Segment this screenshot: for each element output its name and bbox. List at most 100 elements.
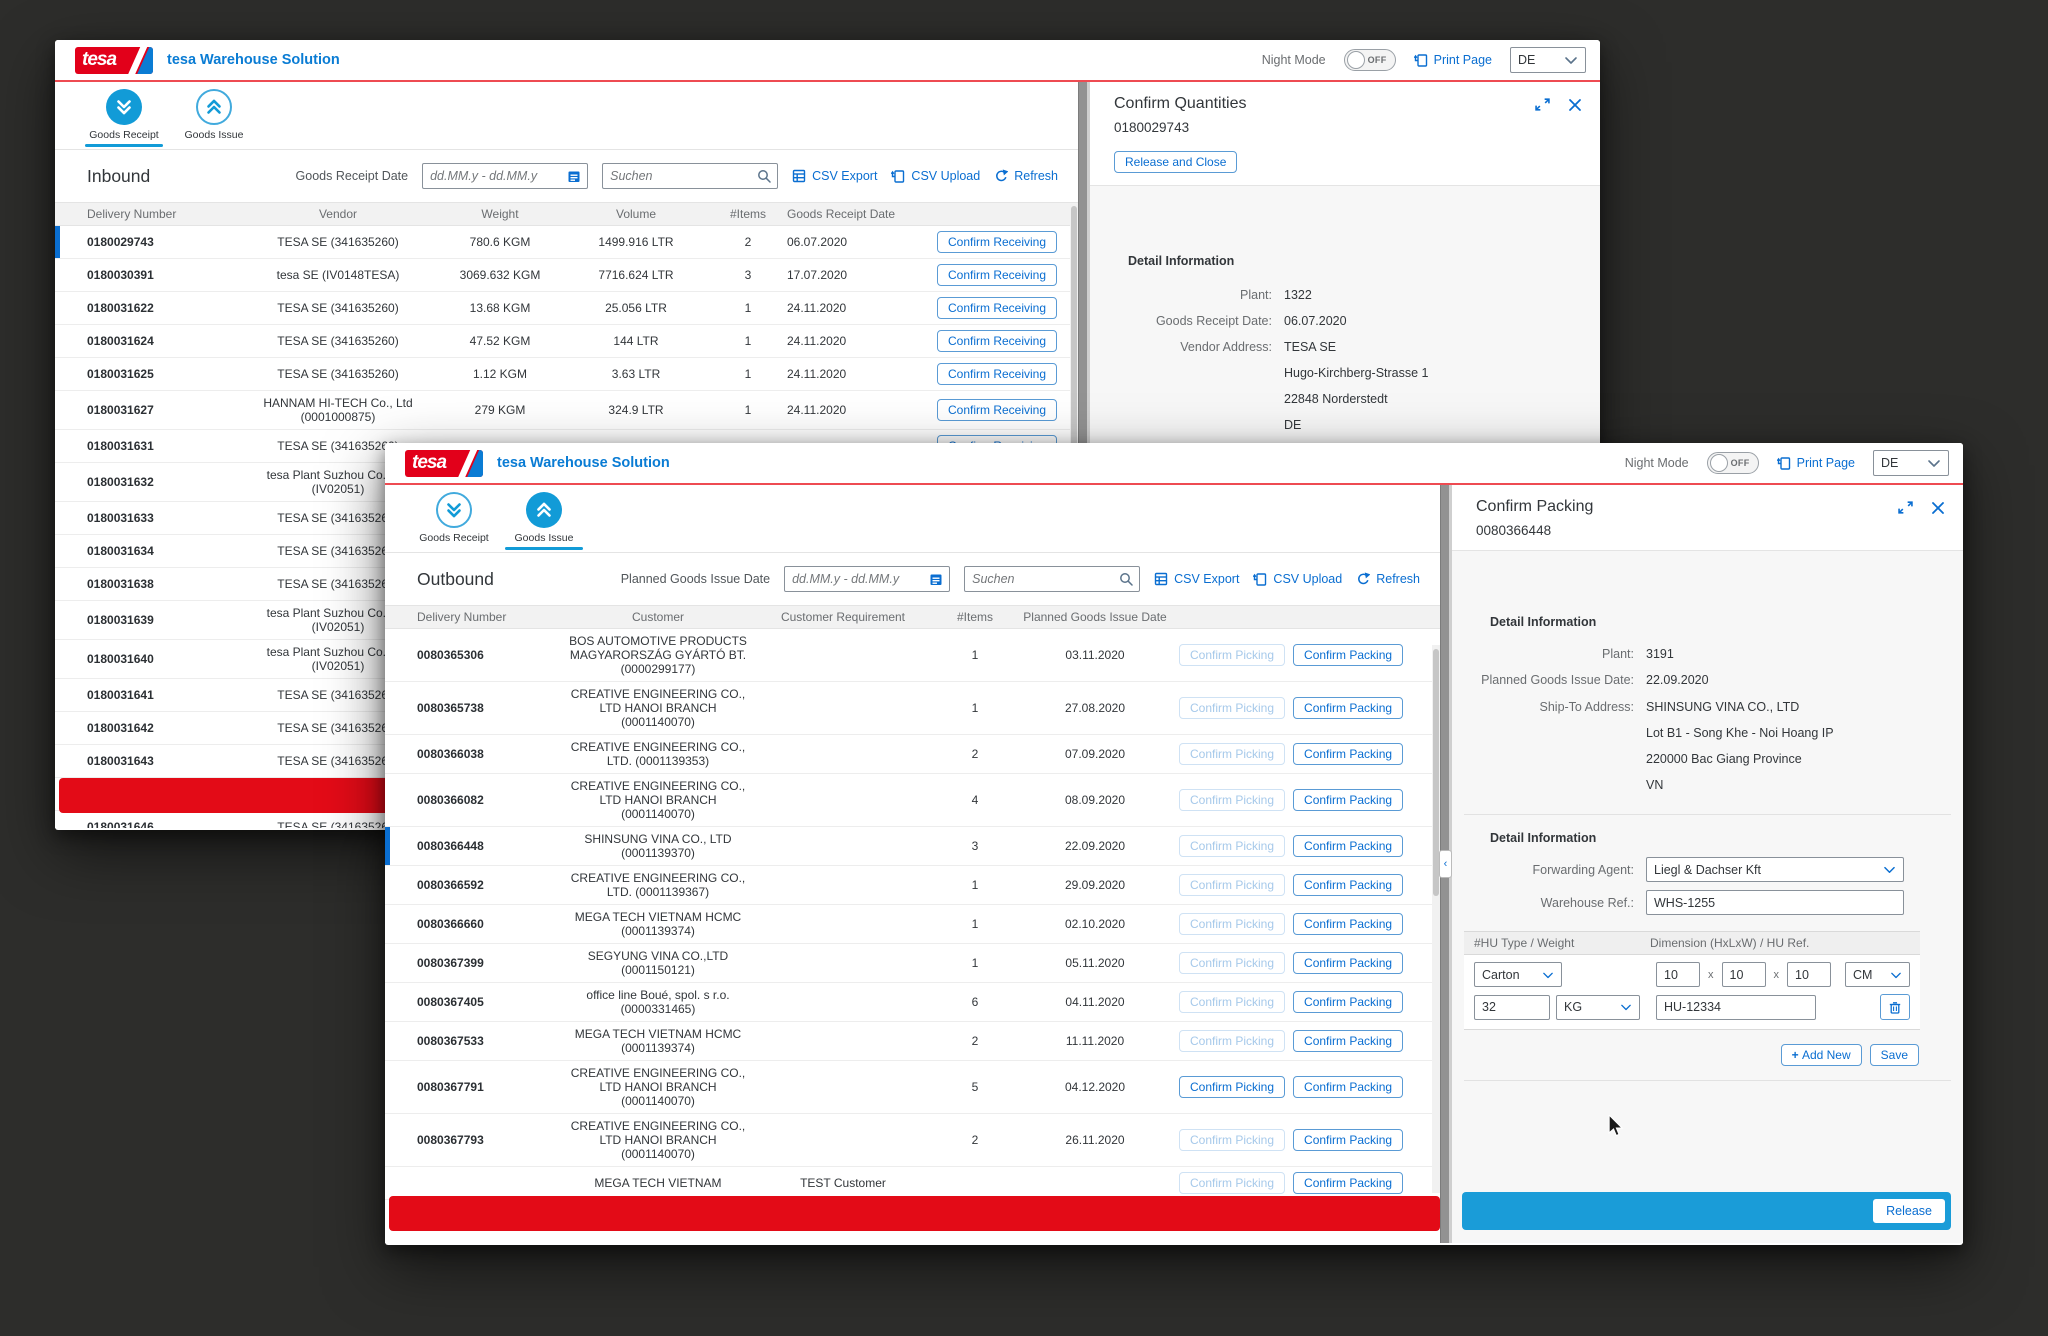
date-range-input[interactable] (784, 566, 951, 592)
confirm-packing-button[interactable]: Confirm Packing (1293, 1076, 1404, 1098)
dim-unit-select[interactable]: CM (1845, 962, 1910, 987)
confirm-picking-button[interactable]: Confirm Picking (1179, 789, 1286, 811)
confirm-packing-button[interactable]: Confirm Packing (1293, 697, 1404, 719)
weight-unit-select[interactable]: KG (1556, 994, 1640, 1020)
confirm-receiving-button[interactable]: Confirm Receiving (937, 363, 1058, 385)
print-page-button[interactable]: Print Page (1413, 53, 1492, 68)
confirm-packing-button[interactable]: Confirm Packing (1293, 913, 1404, 935)
expand-icon[interactable] (1898, 500, 1913, 515)
confirm-picking-button[interactable]: Confirm Picking (1179, 835, 1286, 857)
confirm-packing-button[interactable]: Confirm Packing (1293, 644, 1404, 666)
confirm-receiving-button[interactable]: Confirm Receiving (937, 297, 1058, 319)
confirm-picking-button[interactable]: Confirm Picking (1179, 1030, 1286, 1052)
confirm-receiving-button[interactable]: Confirm Receiving (937, 264, 1058, 286)
csv-upload-button[interactable]: CSV Upload (891, 169, 980, 184)
date-range-field[interactable] (785, 567, 930, 591)
table-row[interactable]: 0080366082 CREATIVE ENGINEERING CO., LTD… (385, 774, 1440, 827)
dim-h-input[interactable] (1656, 962, 1700, 987)
confirm-receiving-button[interactable]: Confirm Receiving (937, 399, 1058, 421)
confirm-picking-button[interactable]: Confirm Picking (1179, 913, 1286, 935)
table-row[interactable]: 0080366448 SHINSUNG VINA CO., LTD (00011… (385, 827, 1440, 866)
table-row[interactable]: 0080367791 CREATIVE ENGINEERING CO., LTD… (385, 1061, 1440, 1114)
hu-type-select[interactable]: Carton (1474, 962, 1562, 987)
hu-ref-input[interactable] (1656, 994, 1816, 1020)
table-row[interactable]: 0180029743 TESA SE (341635260) 780.6 KGM… (55, 226, 1078, 259)
date-range-field[interactable] (423, 164, 568, 188)
forwarding-agent-select[interactable]: Liegl & Dachser Kft (1646, 857, 1904, 882)
search-icon[interactable] (1119, 572, 1133, 586)
tab-goods-receipt[interactable]: Goods Receipt (415, 485, 493, 552)
confirm-picking-button[interactable]: Confirm Picking (1179, 1172, 1286, 1194)
table-row[interactable]: 0180031627 HANNAM HI-TECH Co., Ltd (0001… (55, 391, 1078, 430)
warehouse-ref-input[interactable] (1646, 890, 1904, 915)
search-icon[interactable] (757, 169, 771, 183)
night-mode-toggle[interactable]: OFF (1706, 452, 1759, 474)
table-row[interactable]: 0080367405 office line Boué, spol. s r.o… (385, 983, 1440, 1022)
release-and-close-button[interactable]: Release and Close (1114, 151, 1238, 173)
close-icon[interactable] (1568, 98, 1582, 112)
confirm-picking-button[interactable]: Confirm Picking (1179, 644, 1286, 666)
refresh-button[interactable]: Refresh (1356, 572, 1420, 586)
confirm-packing-button[interactable]: Confirm Packing (1293, 1172, 1404, 1194)
search-input[interactable] (602, 163, 779, 189)
search-field[interactable] (965, 567, 1120, 591)
scrollbar-thumb[interactable] (1071, 206, 1077, 494)
table-row[interactable]: 0080366038 CREATIVE ENGINEERING CO., LTD… (385, 735, 1440, 774)
table-row[interactable]: 0180031625 TESA SE (341635260) 1.12 KGM … (55, 358, 1078, 391)
language-select[interactable]: DE (1873, 450, 1949, 476)
dim-l-input[interactable] (1721, 962, 1766, 987)
table-row[interactable]: 0080367399 SEGYUNG VINA CO.,LTD (0001150… (385, 944, 1440, 983)
tab-goods-issue[interactable]: Goods Issue (505, 485, 583, 552)
confirm-picking-button[interactable]: Confirm Picking (1179, 991, 1286, 1013)
confirm-packing-button[interactable]: Confirm Packing (1293, 743, 1404, 765)
delete-hu-button[interactable] (1880, 994, 1910, 1020)
calendar-icon[interactable] (929, 572, 943, 587)
outbound-scrollbar[interactable] (1432, 645, 1440, 1193)
expand-icon[interactable] (1535, 97, 1550, 112)
confirm-receiving-button[interactable]: Confirm Receiving (937, 330, 1058, 352)
table-row[interactable]: 0180031624 TESA SE (341635260) 47.52 KGM… (55, 325, 1078, 358)
panel-splitter[interactable]: ‹ (1439, 485, 1452, 1243)
refresh-button[interactable]: Refresh (994, 169, 1058, 183)
search-field[interactable] (603, 164, 758, 188)
table-row[interactable]: 0180031622 TESA SE (341635260) 13.68 KGM… (55, 292, 1078, 325)
table-row[interactable]: 0080367793 CREATIVE ENGINEERING CO., LTD… (385, 1114, 1440, 1167)
table-row[interactable]: 0080365738 CREATIVE ENGINEERING CO., LTD… (385, 682, 1440, 735)
confirm-packing-button[interactable]: Confirm Packing (1293, 874, 1404, 896)
scrollbar-thumb[interactable] (1433, 649, 1439, 896)
csv-export-button[interactable]: CSV Export (792, 169, 877, 183)
csv-export-button[interactable]: CSV Export (1154, 572, 1239, 586)
calendar-icon[interactable] (567, 169, 581, 184)
confirm-packing-button[interactable]: Confirm Packing (1293, 952, 1404, 974)
table-row[interactable]: 0080366660 MEGA TECH VIETNAM HCMC (00011… (385, 905, 1440, 944)
date-range-input[interactable] (422, 163, 589, 189)
night-mode-toggle[interactable]: OFF (1343, 49, 1396, 71)
confirm-packing-button[interactable]: Confirm Packing (1293, 835, 1404, 857)
table-row[interactable]: 0080365306 BOS AUTOMOTIVE PRODUCTS MAGYA… (385, 629, 1440, 682)
confirm-picking-button[interactable]: Confirm Picking (1179, 1129, 1286, 1151)
confirm-receiving-button[interactable]: Confirm Receiving (937, 231, 1058, 253)
confirm-packing-button[interactable]: Confirm Packing (1293, 1129, 1404, 1151)
confirm-picking-button[interactable]: Confirm Picking (1179, 1076, 1286, 1098)
tab-goods-receipt[interactable]: Goods Receipt (85, 82, 163, 149)
add-new-button[interactable]: + Add New (1780, 1044, 1862, 1066)
language-select[interactable]: DE (1510, 47, 1586, 73)
confirm-picking-button[interactable]: Confirm Picking (1179, 743, 1286, 765)
confirm-packing-button[interactable]: Confirm Packing (1293, 789, 1404, 811)
dim-w-input[interactable] (1787, 962, 1831, 987)
table-row[interactable]: 0180030391 tesa SE (IV0148TESA) 3069.632… (55, 259, 1078, 292)
print-page-button[interactable]: Print Page (1776, 456, 1855, 471)
confirm-packing-button[interactable]: Confirm Packing (1293, 991, 1404, 1013)
confirm-picking-button[interactable]: Confirm Picking (1179, 952, 1286, 974)
search-input[interactable] (964, 566, 1141, 592)
csv-upload-button[interactable]: CSV Upload (1253, 572, 1342, 587)
confirm-picking-button[interactable]: Confirm Picking (1179, 697, 1286, 719)
table-row[interactable]: 0080366592 CREATIVE ENGINEERING CO., LTD… (385, 866, 1440, 905)
confirm-picking-button[interactable]: Confirm Picking (1179, 874, 1286, 896)
release-button[interactable]: Release (1873, 1199, 1945, 1223)
collapse-panel-button[interactable]: ‹ (1439, 850, 1452, 878)
tab-goods-issue[interactable]: Goods Issue (175, 82, 253, 149)
confirm-packing-button[interactable]: Confirm Packing (1293, 1030, 1404, 1052)
close-icon[interactable] (1931, 501, 1945, 515)
table-row[interactable]: 0080367533 MEGA TECH VIETNAM HCMC (00011… (385, 1022, 1440, 1061)
